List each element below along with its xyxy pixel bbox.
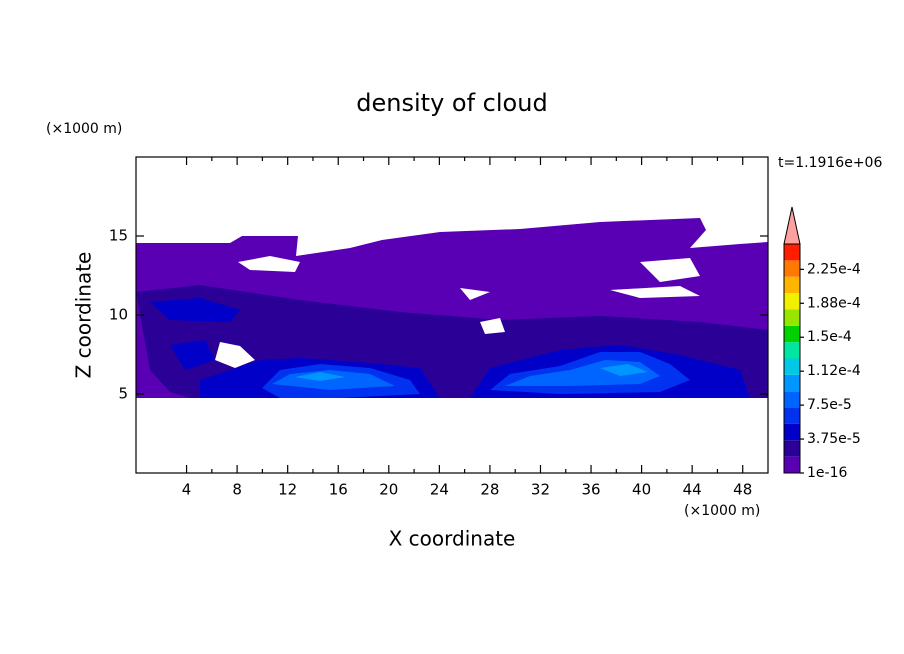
colorbar-band <box>784 374 800 392</box>
y-tick-label: 5 <box>118 385 128 403</box>
x-tick-label: 4 <box>182 481 192 499</box>
x-tick-label: 36 <box>581 481 600 499</box>
colorbar-band <box>784 293 800 310</box>
colorbar-tick-label: 3.75e-5 <box>807 431 861 447</box>
colorbar-band <box>784 358 800 375</box>
x-tick-label: 44 <box>683 481 702 499</box>
x-tick-label: 48 <box>733 481 752 499</box>
colorbar-band <box>784 391 800 408</box>
colorbar-band <box>784 440 800 457</box>
x-tick-label: 16 <box>329 481 348 499</box>
x-axis-label: X coordinate <box>389 527 516 551</box>
colorbar-band <box>784 309 800 326</box>
colorbar-band <box>784 244 800 261</box>
colorbar-extension <box>783 206 801 245</box>
time-annotation: t=1.1916e+06 <box>778 155 882 171</box>
colorbar-tick-label: 2.25e-4 <box>807 261 861 277</box>
chart-title: density of cloud <box>356 89 547 117</box>
colorbar-frame <box>783 243 801 474</box>
x-tick-label: 32 <box>531 481 550 499</box>
colorbar-band <box>784 325 800 343</box>
colorbar-band <box>784 276 800 294</box>
y-tick-label: 15 <box>109 227 128 245</box>
colorbar-band <box>784 260 800 277</box>
x-tick-label: 8 <box>232 481 242 499</box>
colorbar-band <box>784 407 800 424</box>
contour-region <box>272 360 660 390</box>
colorbar-tick-label: 1.12e-4 <box>807 363 861 379</box>
x-tick-label: 24 <box>430 481 449 499</box>
y-tick-label: 10 <box>109 306 128 324</box>
colorbar-tick-label: 7.5e-5 <box>807 397 852 413</box>
x-tick-label: 40 <box>632 481 651 499</box>
contour-field <box>136 218 768 473</box>
y-unit: (×1000 m) <box>46 121 122 137</box>
colorbar-tick-label: 1.88e-4 <box>807 295 861 311</box>
x-tick-label: 20 <box>379 481 398 499</box>
colorbar-tick-label: 1.5e-4 <box>807 329 852 345</box>
colorbar-band <box>784 423 800 441</box>
colorbar-tick-label: 1e-16 <box>807 465 847 481</box>
colorbar-band <box>784 456 800 473</box>
x-unit: (×1000 m) <box>684 503 760 519</box>
x-tick-label: 12 <box>278 481 297 499</box>
contour-region <box>295 364 648 381</box>
y-axis-label: Z coordinate <box>72 252 96 379</box>
colorbar-band <box>784 342 800 359</box>
x-tick-label: 28 <box>480 481 499 499</box>
gap <box>136 256 768 473</box>
